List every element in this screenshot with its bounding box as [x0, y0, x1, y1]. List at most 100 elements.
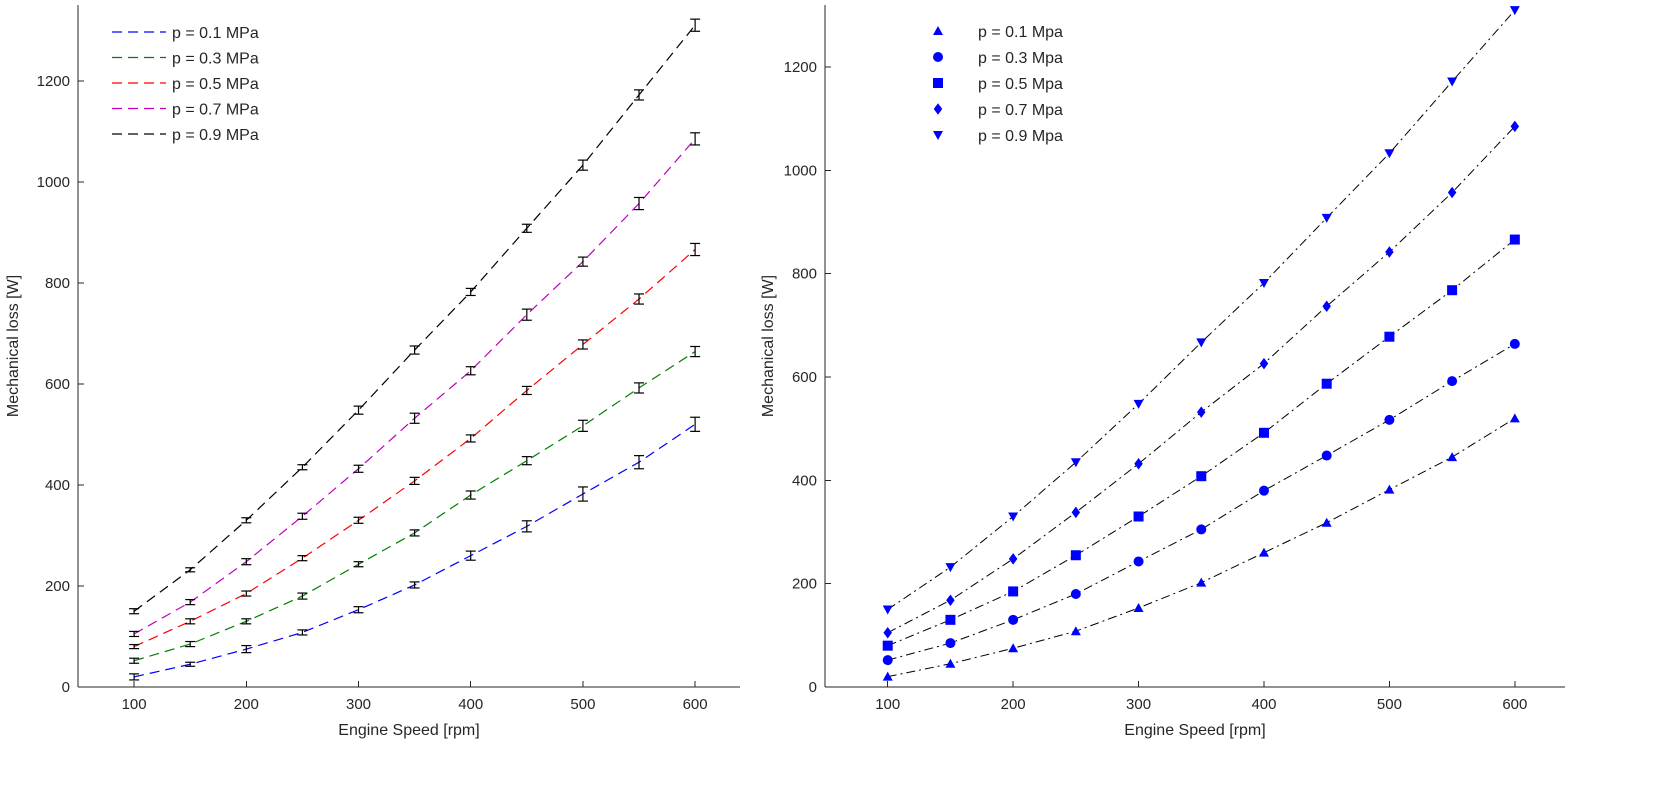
y-tick-label: 0: [809, 679, 817, 696]
data-point: [1008, 614, 1019, 625]
data-point: [1196, 524, 1207, 535]
legend-label: p = 0.3 Mpa: [978, 50, 1063, 67]
data-point: [945, 614, 956, 625]
legend-label: p = 0.1 Mpa: [978, 24, 1063, 41]
legend-marker: [933, 26, 943, 35]
data-point: [1134, 458, 1143, 470]
right-chart-marker-fits: 100 200 300 400 500 600 0 200 400 600 800 1000 1200 E…: [760, 5, 1565, 739]
x-tick-label: 400: [458, 696, 483, 713]
fit-line-3: [887, 126, 1516, 634]
data-point: [1384, 414, 1395, 425]
data-point: [1133, 399, 1144, 409]
x-axis-title: Engine Speed [rpm]: [338, 722, 479, 739]
data-point: [1510, 120, 1520, 133]
data-point: [945, 658, 956, 668]
legend-label: p = 0.9 Mpa: [978, 128, 1063, 145]
data-point: [1197, 406, 1206, 418]
data-point: [1133, 602, 1144, 612]
x-tick-label: 600: [683, 696, 708, 713]
data-point: [1447, 77, 1458, 87]
series-line-1: [133, 351, 696, 662]
legend-label: p = 0.1 MPa: [172, 25, 259, 42]
y-tick-label: 400: [45, 477, 70, 494]
data-point: [1258, 427, 1269, 438]
legend-label: p = 0.5 Mpa: [978, 76, 1063, 93]
y-tick-label: 600: [45, 376, 70, 393]
legend-marker: [933, 52, 943, 62]
data-point: [1070, 458, 1081, 468]
legend-marker: [933, 131, 943, 140]
x-tick-label: 200: [1001, 696, 1026, 713]
data-point: [882, 671, 893, 681]
y-tick-label: 1200: [37, 73, 70, 90]
data-point: [1258, 278, 1269, 288]
data-point: [1322, 300, 1331, 312]
legend-label: p = 0.7 MPa: [172, 102, 259, 119]
legend-marker: [933, 103, 943, 115]
x-tick-label: 400: [1251, 696, 1276, 713]
data-point: [1196, 471, 1207, 482]
y-tick-label: 1000: [784, 162, 817, 179]
left-chart-errorbar-lines: 100 200 300 400 500 600 0 200 400 600 800 1000 1200 E…: [5, 5, 740, 739]
data-point: [1385, 246, 1394, 258]
x-tick-label: 500: [570, 696, 595, 713]
data-point: [1321, 450, 1332, 461]
data-point: [1070, 550, 1081, 561]
series-line-3: [133, 138, 696, 635]
x-axis-title: Engine Speed [rpm]: [1124, 722, 1265, 739]
data-point: [1447, 285, 1458, 296]
fit-line-1: [887, 343, 1516, 661]
legend-label: p = 0.3 MPa: [172, 51, 259, 68]
data-point: [1447, 452, 1458, 462]
data-point: [1258, 485, 1269, 496]
y-tick-label: 800: [792, 266, 817, 283]
fit-line-4: [887, 9, 1516, 610]
data-point: [1070, 589, 1081, 599]
y-tick-label: 200: [45, 578, 70, 595]
data-point: [882, 640, 893, 651]
y-axis-title: Mechanical loss [W]: [5, 275, 22, 417]
y-tick-label: 1200: [784, 59, 817, 76]
data-point: [1321, 378, 1332, 389]
data-point: [1509, 234, 1520, 245]
x-tick-label: 300: [1126, 696, 1151, 713]
data-point: [882, 605, 893, 615]
x-tick-label: 300: [346, 696, 371, 713]
data-point: [1384, 331, 1395, 342]
legend-label: p = 0.9 MPa: [172, 127, 259, 144]
data-point: [1196, 577, 1207, 587]
legend-label: p = 0.7 Mpa: [978, 102, 1063, 119]
data-point: [1008, 586, 1019, 597]
data-point: [1071, 506, 1081, 519]
x-tick-label: 100: [875, 696, 900, 713]
y-axis-title: Mechanical loss [W]: [760, 275, 777, 417]
y-tick-label: 400: [792, 472, 817, 489]
data-point: [1447, 186, 1457, 199]
data-point: [1509, 338, 1520, 349]
y-tick-label: 800: [45, 275, 70, 292]
y-tick-label: 1000: [37, 174, 70, 191]
data-point: [883, 627, 892, 639]
data-point: [1008, 553, 1018, 565]
data-point: [1509, 6, 1520, 16]
data-point: [945, 563, 956, 573]
data-point: [882, 655, 893, 666]
x-tick-label: 600: [1502, 696, 1527, 713]
data-point: [946, 594, 955, 606]
data-point: [1133, 556, 1144, 567]
data-point: [1384, 484, 1395, 494]
legend-marker: [933, 78, 943, 88]
data-point: [1321, 213, 1332, 223]
x-tick-label: 200: [234, 696, 259, 713]
data-point: [1196, 338, 1207, 348]
x-tick-label: 100: [122, 696, 147, 713]
data-point: [1384, 149, 1395, 159]
data-point: [1259, 357, 1269, 370]
legend-label: p = 0.5 MPa: [172, 76, 259, 93]
data-point: [1008, 512, 1019, 522]
data-point: [1509, 413, 1520, 423]
data-point: [945, 638, 956, 649]
data-point: [1258, 547, 1269, 557]
data-point: [1321, 517, 1332, 527]
